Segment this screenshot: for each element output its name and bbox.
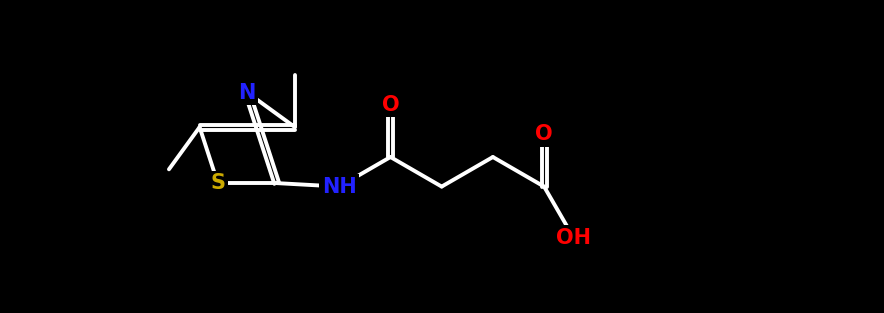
Text: O: O [382, 95, 400, 115]
Text: OH: OH [556, 228, 591, 248]
Text: S: S [210, 173, 225, 193]
Text: N: N [239, 83, 256, 103]
Text: NH: NH [322, 177, 356, 197]
Text: O: O [536, 124, 552, 144]
